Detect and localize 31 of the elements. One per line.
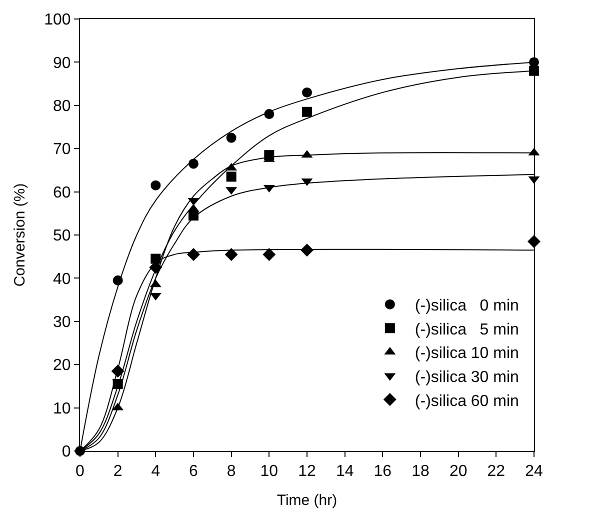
y-tick-label: 90 bbox=[53, 54, 71, 72]
legend-label: (-)silica 10 min bbox=[414, 345, 519, 362]
x-tick-label: 24 bbox=[525, 463, 543, 480]
x-tick-label: 6 bbox=[189, 463, 198, 480]
y-tick-label: 10 bbox=[53, 400, 71, 418]
x-tick-label: 4 bbox=[151, 463, 160, 480]
y-tick-label: 30 bbox=[53, 314, 71, 331]
legend-label: (-)silica 30 min bbox=[414, 368, 519, 386]
y-axis-title: Conversion (%) bbox=[11, 183, 28, 287]
x-tick-label: 18 bbox=[412, 463, 430, 480]
x-axis-title: Time (hr) bbox=[276, 492, 338, 510]
y-tick-label: 20 bbox=[53, 357, 71, 374]
legend-label: (-)silica 0 min bbox=[414, 298, 519, 315]
x-tick-label: 20 bbox=[449, 463, 468, 480]
x-tick-label: 0 bbox=[76, 463, 85, 480]
y-tick-label: 50 bbox=[53, 228, 71, 245]
x-tick-label: 12 bbox=[298, 463, 316, 480]
y-tick-label: 80 bbox=[53, 98, 71, 115]
x-tick-label: 14 bbox=[336, 463, 354, 480]
legend-label: (-)silica 60 min bbox=[414, 392, 519, 410]
x-tick-label: 10 bbox=[260, 463, 278, 480]
y-tick-label: 100 bbox=[44, 12, 71, 29]
y-tick-label: 0 bbox=[62, 444, 71, 461]
y-tick-label: 60 bbox=[53, 184, 71, 202]
y-tick-label: 40 bbox=[53, 270, 71, 288]
x-tick-label: 16 bbox=[374, 463, 392, 480]
x-tick-label: 2 bbox=[113, 463, 122, 480]
y-tick-label: 70 bbox=[53, 141, 71, 158]
x-tick-label: 22 bbox=[487, 463, 506, 480]
legend-label: (-)silica 5 min bbox=[414, 321, 519, 338]
x-tick-label: 8 bbox=[226, 463, 236, 480]
